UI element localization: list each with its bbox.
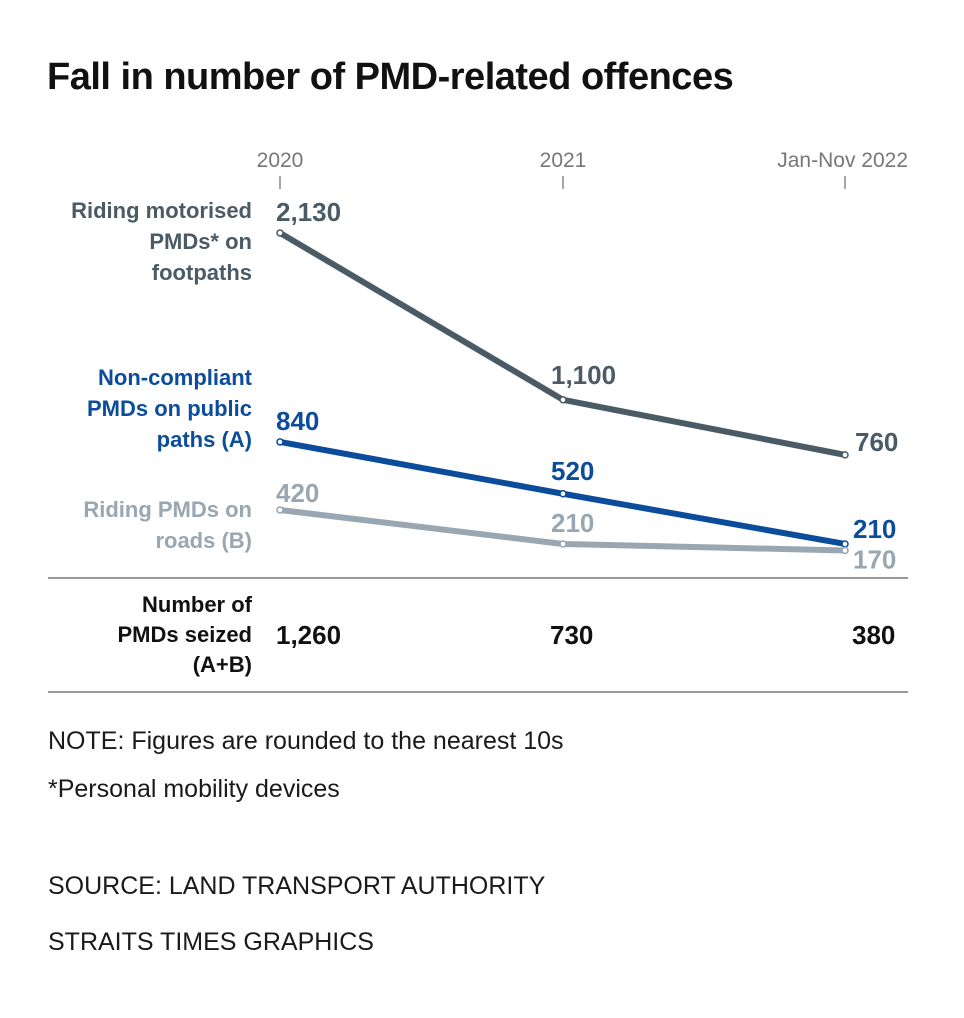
data-label: 1,100: [551, 360, 616, 390]
data-label: 520: [551, 456, 594, 486]
seized-value-2020: 1,260: [276, 620, 342, 650]
series-label-public-paths: Non-compliant PMDs on public paths (A): [87, 365, 252, 452]
data-point: [276, 229, 284, 237]
data-point: [841, 451, 849, 459]
data-point: [276, 506, 284, 514]
source: SOURCE: LAND TRANSPORT AUTHORITY: [48, 872, 546, 900]
series-label-footpaths: Riding motorised PMDs* on footpaths: [71, 198, 252, 285]
data-point: [559, 540, 567, 548]
credit: STRAITS TIMES GRAPHICS: [48, 928, 374, 956]
seized-value-2021: 730: [550, 620, 594, 650]
note: NOTE: Figures are rounded to the nearest…: [48, 727, 564, 755]
chart-title: Fall in number of PMD-related offences: [47, 56, 734, 98]
data-point: [559, 396, 567, 404]
x-tick-label: Jan-Nov 2022: [777, 149, 908, 172]
x-tick-label: 2020: [257, 149, 304, 172]
series-label-roads: Riding PMDs on roads (B): [83, 497, 252, 553]
data-point: [559, 490, 567, 498]
data-label: 760: [855, 427, 898, 457]
data-label: 210: [551, 508, 594, 538]
data-point: [276, 438, 284, 446]
data-label: 420: [276, 478, 319, 508]
x-tick-label: 2021: [540, 149, 587, 172]
series-line: [278, 230, 846, 458]
data-point: [841, 546, 849, 555]
data-label: 2,130: [276, 197, 341, 227]
data-label: 170: [853, 544, 896, 574]
seized-value-2022: 380: [852, 620, 896, 650]
footnote: *Personal mobility devices: [48, 775, 340, 803]
seized-label: Number of PMDs seized (A+B): [117, 592, 253, 677]
data-point: [841, 540, 849, 548]
data-label: 210: [853, 514, 896, 544]
data-label: 840: [276, 406, 319, 436]
